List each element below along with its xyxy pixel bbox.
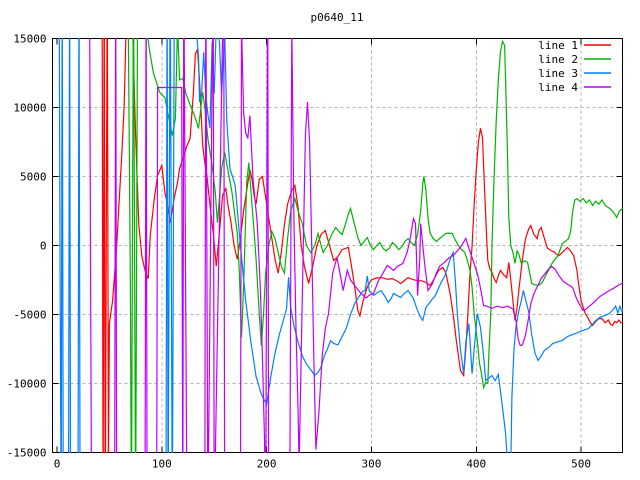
x-tick-label: 200	[257, 458, 277, 471]
legend-label-4: line 4	[538, 81, 578, 94]
axis-tick-labels: 0 100 200 300 400 500 -15000 -10000 -5000 0 5000 10…	[7, 33, 591, 471]
series-line-4	[89, 38, 623, 453]
axis-ticks	[52, 38, 623, 453]
legend-label-3: line 3	[538, 67, 578, 80]
y-tick-label: 15000	[13, 33, 46, 46]
y-tick-label: 0	[40, 240, 47, 253]
y-tick-label: 5000	[20, 171, 47, 184]
y-tick-label: 10000	[13, 102, 46, 115]
series-line-2	[127, 38, 623, 453]
grid-lines	[52, 38, 623, 453]
x-tick-label: 0	[54, 458, 61, 471]
x-tick-label: 100	[152, 458, 172, 471]
chart-title: p0640_11	[311, 11, 364, 24]
legend-label-1: line 1	[538, 39, 578, 52]
y-tick-label: -5000	[13, 309, 46, 322]
legend-label-2: line 2	[538, 53, 578, 66]
x-tick-label: 500	[571, 458, 591, 471]
y-tick-label: -10000	[7, 378, 47, 391]
x-tick-label: 400	[466, 458, 486, 471]
x-tick-label: 300	[362, 458, 382, 471]
data-series	[58, 38, 623, 453]
y-tick-label: -15000	[7, 447, 47, 460]
